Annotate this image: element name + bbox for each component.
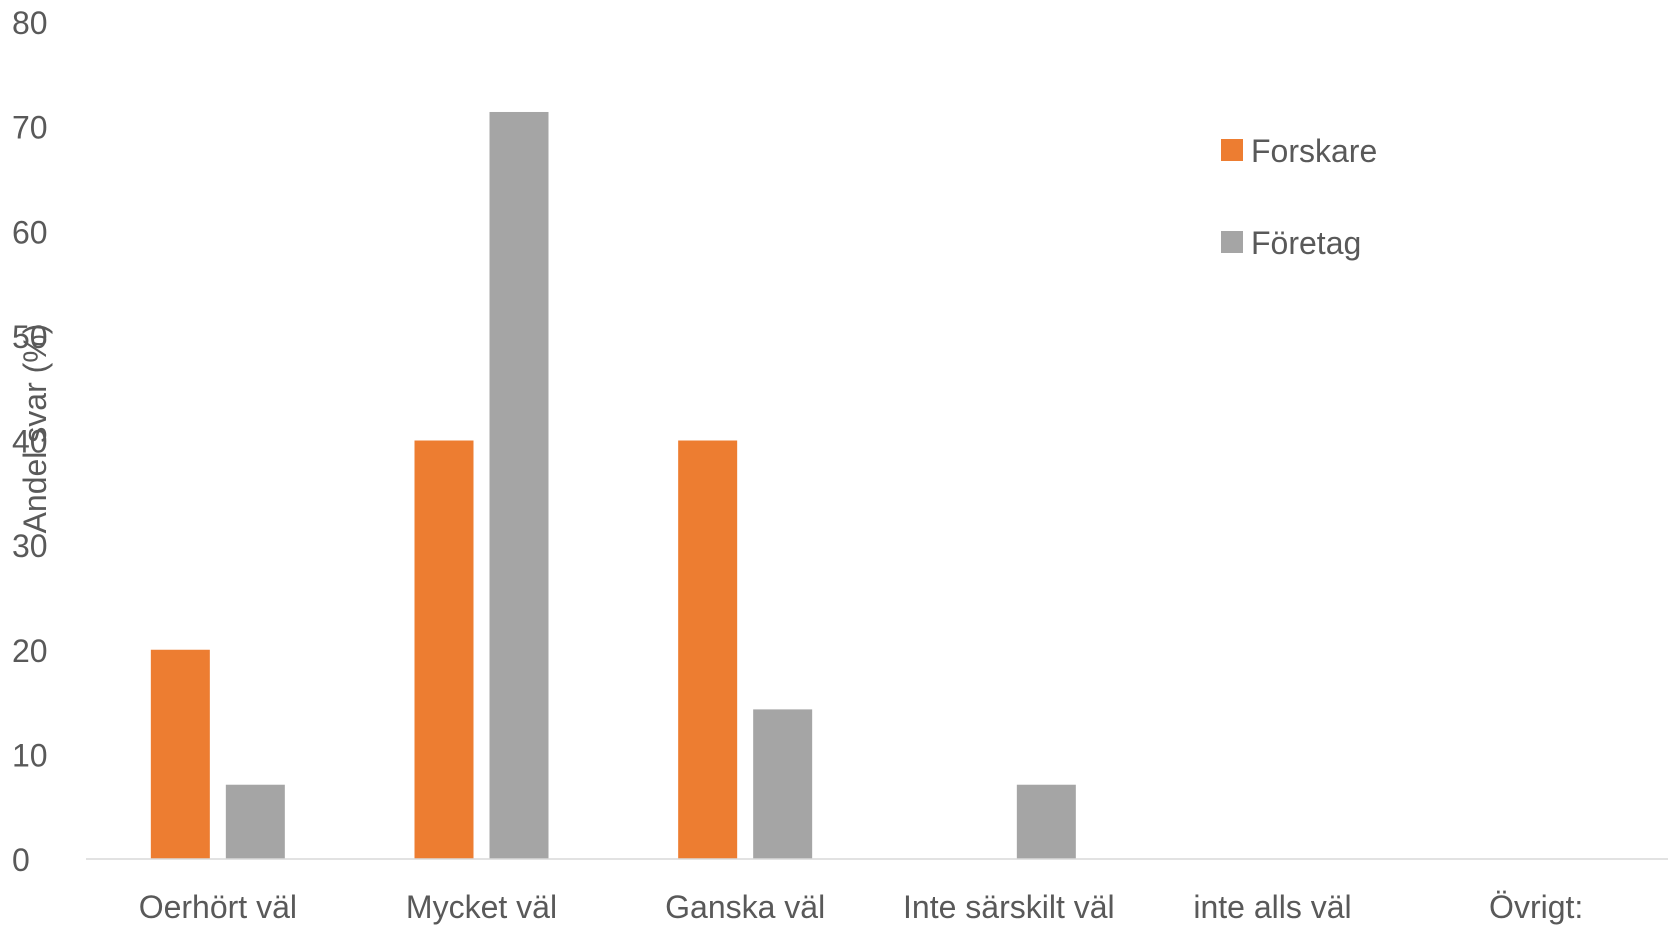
y-tick-label: 30 bbox=[12, 528, 48, 564]
bar-forskare-1 bbox=[150, 649, 210, 859]
x-tick-label: inte alls väl bbox=[1193, 889, 1351, 925]
legend-label: Forskare bbox=[1251, 133, 1377, 169]
bar-f-retag-2 bbox=[489, 111, 549, 860]
y-tick-label: 80 bbox=[12, 5, 48, 41]
bar-forskare-3 bbox=[678, 440, 738, 859]
y-axis-title-group: Andel svar (%) bbox=[17, 324, 53, 534]
y-tick-label: 20 bbox=[12, 633, 48, 669]
legend-swatch bbox=[1221, 139, 1243, 161]
x-tick-label: Ganska väl bbox=[665, 889, 825, 925]
y-tick-label: 10 bbox=[12, 737, 48, 773]
y-tick-label: 50 bbox=[12, 319, 48, 355]
bar-f-retag-4 bbox=[1016, 784, 1076, 859]
legend-swatch bbox=[1221, 231, 1243, 253]
y-tick-label: 0 bbox=[12, 842, 30, 878]
x-tick-label: Inte särskilt väl bbox=[903, 889, 1115, 925]
x-axis-labels: Oerhört väl Mycket väl Ganska väl Inte särs… bbox=[139, 889, 1584, 925]
y-axis-title: Andel svar (%) bbox=[17, 324, 53, 534]
y-tick-label: 60 bbox=[12, 214, 48, 250]
y-tick-label: 40 bbox=[12, 424, 48, 460]
x-tick-label: Oerhört väl bbox=[139, 889, 297, 925]
bars-group bbox=[150, 111, 1076, 860]
y-axis-ticks: 0 10 20 30 40 50 60 70 80 bbox=[12, 5, 48, 878]
legend: Forskare Företag bbox=[1221, 133, 1377, 261]
y-tick-label: 70 bbox=[12, 110, 48, 146]
x-tick-label: Mycket väl bbox=[406, 889, 557, 925]
bar-f-retag-3 bbox=[753, 709, 813, 859]
x-tick-label: Övrigt: bbox=[1489, 889, 1583, 925]
bar-forskare-2 bbox=[414, 440, 474, 859]
legend-label: Företag bbox=[1251, 225, 1361, 261]
bar-f-retag-1 bbox=[225, 784, 285, 859]
